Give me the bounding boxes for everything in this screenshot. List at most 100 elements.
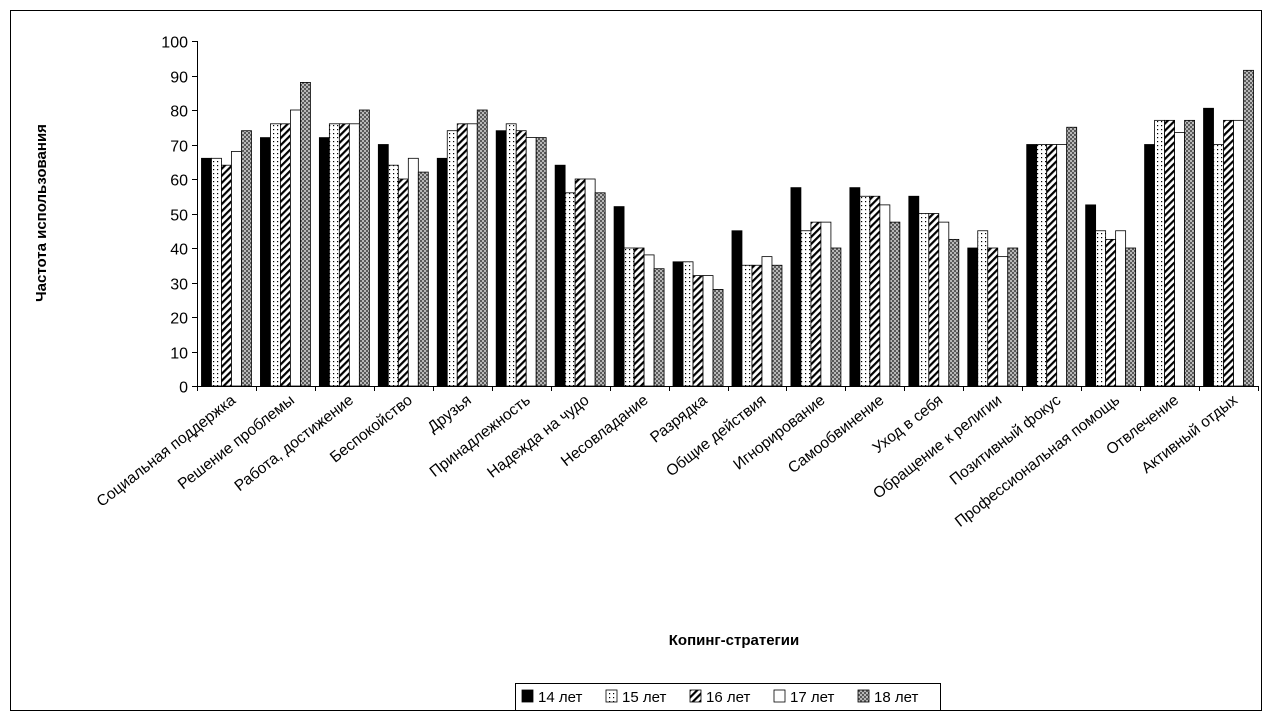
bar <box>290 109 301 387</box>
legend-swatch <box>521 689 534 703</box>
bar <box>751 264 763 387</box>
bar <box>1026 144 1038 387</box>
y-tick-label: 90 <box>170 70 188 87</box>
bar <box>270 123 281 387</box>
bar <box>495 130 507 387</box>
bar <box>1056 144 1068 387</box>
bar <box>1243 69 1254 387</box>
bar <box>280 123 291 387</box>
bar <box>613 206 625 387</box>
bar <box>535 137 547 387</box>
bar <box>849 187 861 387</box>
y-tick-label: 40 <box>170 242 188 259</box>
bar <box>1115 230 1127 387</box>
bar <box>338 123 350 387</box>
bar <box>1203 107 1214 387</box>
bar <box>231 150 242 387</box>
bar <box>594 192 606 387</box>
bar <box>300 82 311 387</box>
bar <box>800 230 812 387</box>
y-axis: 0 10 20 30 40 50 60 70 80 90 100 <box>161 35 198 397</box>
legend-label: 16 лет <box>706 689 750 706</box>
bar <box>653 268 665 387</box>
bar <box>525 137 537 387</box>
bar <box>318 137 330 387</box>
bar <box>977 230 989 387</box>
bar <box>830 247 842 387</box>
bar <box>741 264 753 387</box>
bar <box>1144 144 1155 387</box>
legend-label: 17 лет <box>790 689 834 706</box>
legend: 14 лет 15 лет 16 лет 17 лет 18 лет <box>515 683 941 711</box>
bar <box>928 213 940 387</box>
bar <box>358 109 370 387</box>
x-axis-title: Копинг-стратегии <box>669 632 799 649</box>
bar <box>456 123 468 387</box>
y-tick-label: 20 <box>170 311 188 328</box>
bar <box>1085 204 1097 387</box>
legend-label: 15 лет <box>622 689 666 706</box>
bar <box>918 213 930 387</box>
bar <box>908 195 920 387</box>
bar <box>702 275 714 387</box>
bar <box>692 275 704 387</box>
bar <box>682 261 694 387</box>
bar <box>731 230 743 387</box>
bar <box>211 157 222 387</box>
bar <box>869 195 881 387</box>
bar <box>564 192 576 387</box>
bar <box>623 247 635 387</box>
bar <box>377 144 389 387</box>
bar <box>397 178 409 387</box>
bar <box>1184 119 1195 387</box>
x-axis <box>197 386 1259 391</box>
bar <box>554 164 566 387</box>
bar <box>643 254 655 387</box>
bar <box>328 123 340 387</box>
bar <box>1223 119 1234 387</box>
legend-swatch <box>605 689 618 703</box>
y-tick-label: 30 <box>170 277 188 294</box>
bar <box>889 221 901 387</box>
y-tick-label: 50 <box>170 208 188 225</box>
bar <box>1164 119 1175 387</box>
bar <box>1154 119 1165 387</box>
bar <box>476 109 488 387</box>
legend-swatch <box>857 689 870 703</box>
bar <box>1213 144 1224 387</box>
bar <box>790 187 802 387</box>
bar <box>1233 119 1244 387</box>
bar <box>1046 144 1058 387</box>
bar <box>584 178 596 387</box>
bar <box>348 123 360 387</box>
bar <box>1174 132 1185 387</box>
bar <box>1095 230 1107 387</box>
bar <box>1007 247 1019 387</box>
y-tick-label: 10 <box>170 346 188 363</box>
y-tick-label: 60 <box>170 173 188 190</box>
legend-swatch <box>689 689 702 703</box>
bar <box>1066 126 1078 387</box>
bar <box>712 288 724 387</box>
legend-label: 18 лет <box>874 689 918 706</box>
bar <box>948 238 960 387</box>
y-tick-label: 100 <box>161 35 188 52</box>
bar <box>1125 247 1137 387</box>
bar <box>672 261 684 387</box>
legend-swatch <box>773 689 786 703</box>
bar <box>446 130 458 387</box>
bar <box>201 157 212 387</box>
bar <box>938 221 950 387</box>
bar <box>997 256 1009 387</box>
bar <box>387 164 399 387</box>
bar <box>260 137 271 387</box>
bar <box>761 256 773 387</box>
y-tick-label: 0 <box>179 380 188 397</box>
bar <box>771 264 783 387</box>
bar <box>515 130 527 387</box>
bar <box>820 221 832 387</box>
bar <box>1105 238 1117 387</box>
legend-label: 14 лет <box>538 689 582 706</box>
